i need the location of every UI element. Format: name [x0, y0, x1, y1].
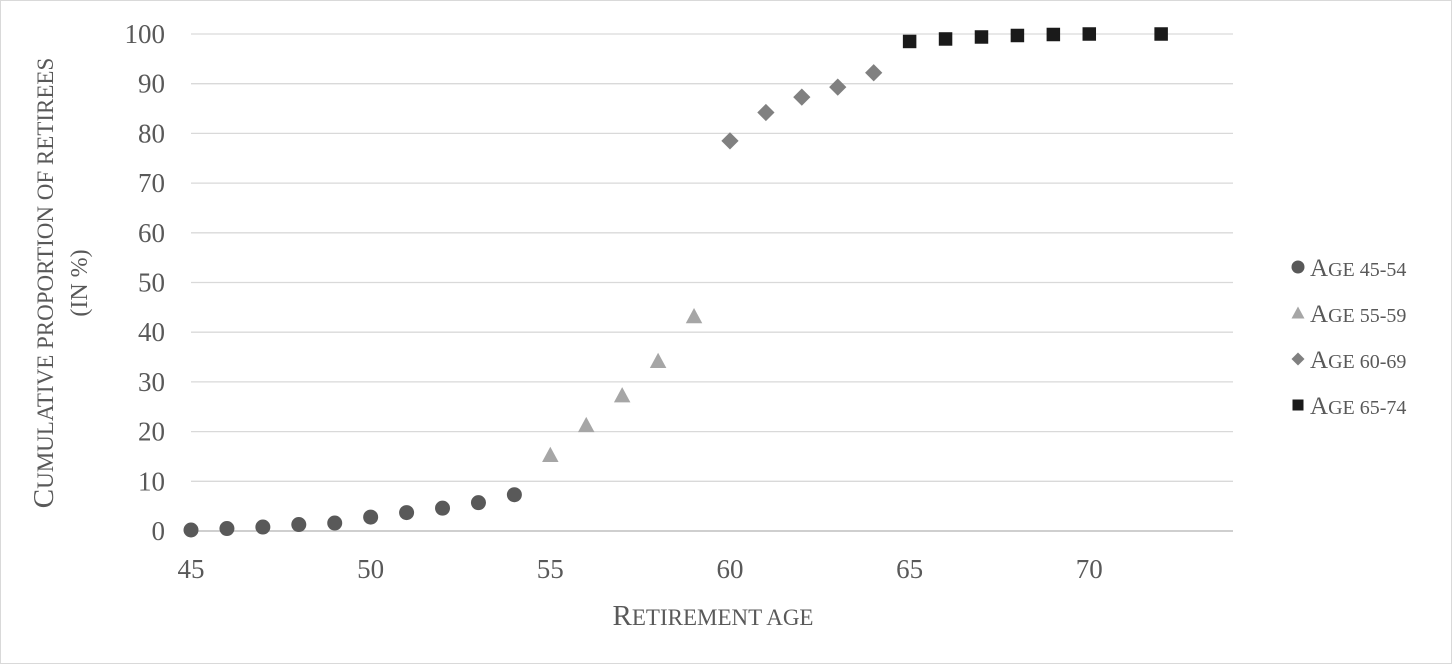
data-point-circle — [291, 517, 307, 533]
axes: 0 10 20 30 40 50 60 70 80 90 100 45 50 55 60 65 70 — [125, 19, 1233, 584]
legend-label-rest: GE 45-54 — [1328, 259, 1406, 281]
legend-diamond-icon — [1291, 352, 1305, 366]
y-tick-label: 10 — [138, 466, 165, 496]
legend-label-cap: A — [1310, 301, 1328, 328]
legend-label-rest: GE 60-69 — [1328, 351, 1406, 373]
x-tick-label: 70 — [1076, 554, 1103, 584]
legend-item: AGE 65-74 — [1292, 393, 1406, 420]
data-point-circle — [399, 505, 415, 521]
legend-item: AGE 55-59 — [1291, 301, 1406, 328]
legend-item: AGE 60-69 — [1291, 347, 1406, 374]
data-point-triangle — [542, 446, 559, 462]
legend-circle-icon — [1291, 260, 1305, 274]
legend-label: AGE 55-59 — [1310, 301, 1406, 328]
data-point-circle — [255, 519, 271, 535]
data-points — [183, 27, 1168, 538]
legend-label: AGE 60-69 — [1310, 347, 1406, 374]
y-tick-label: 80 — [138, 118, 165, 148]
legend-label: AGE 45-54 — [1310, 255, 1406, 282]
data-point-circle — [327, 515, 343, 531]
x-tick-label: 60 — [716, 554, 743, 584]
data-point-square — [1154, 27, 1168, 41]
legend-triangle-icon — [1291, 306, 1305, 319]
x-tick-label: 65 — [896, 554, 923, 584]
x-axis-title-cap: R — [613, 600, 633, 632]
data-point-diamond — [793, 88, 811, 106]
y-axis-title-cap: C — [28, 489, 60, 508]
legend-item: AGE 45-54 — [1291, 255, 1406, 282]
data-point-triangle — [685, 308, 703, 324]
data-point-square — [902, 34, 917, 49]
x-axis-title-rest: ETIREMENT AGE — [632, 605, 814, 630]
y-tick-label: 90 — [138, 69, 165, 99]
y-tick-label: 100 — [125, 19, 166, 49]
y-axis-title-rest: UMULATIVE PROPORTION OF RETIREES — [33, 58, 58, 489]
data-point-circle — [183, 522, 199, 538]
legend-label: AGE 65-74 — [1310, 393, 1406, 420]
x-tick-label: 55 — [537, 554, 564, 584]
legend-square-icon — [1292, 399, 1304, 411]
y-tick-label: 0 — [152, 516, 166, 546]
data-point-diamond — [829, 78, 847, 96]
data-point-square — [974, 30, 989, 44]
data-point-square — [938, 32, 953, 46]
data-point-square — [1082, 27, 1097, 41]
x-tick-label: 50 — [357, 554, 384, 584]
data-point-square — [1010, 28, 1025, 43]
y-tick-label: 60 — [138, 218, 165, 248]
data-point-triangle — [613, 387, 631, 403]
legend-label-rest: GE 65-74 — [1328, 397, 1406, 419]
data-point-diamond — [757, 103, 775, 122]
y-axis-title-line1: CUMULATIVE PROPORTION OF RETIREES — [28, 58, 60, 509]
data-point-diamond — [721, 132, 739, 150]
y-tick-label: 40 — [138, 317, 165, 347]
data-point-triangle — [577, 416, 595, 433]
x-tick-label: 45 — [178, 554, 205, 584]
x-axis-title: RETIREMENT AGE — [613, 600, 814, 632]
y-tick-label: 50 — [138, 268, 165, 298]
data-point-circle — [470, 495, 486, 511]
legend-label-cap: A — [1310, 393, 1328, 420]
data-point-diamond — [865, 64, 883, 82]
legend-label-rest: GE 55-59 — [1328, 305, 1406, 327]
legend-label-cap: A — [1310, 347, 1328, 374]
data-point-circle — [435, 500, 451, 516]
data-point-triangle — [649, 352, 667, 369]
y-tick-label: 70 — [138, 168, 165, 198]
legend-label-cap: A — [1310, 255, 1328, 282]
data-point-square — [1046, 27, 1061, 42]
data-point-circle — [363, 509, 379, 525]
gridlines — [191, 33, 1233, 482]
y-tick-label: 30 — [138, 367, 165, 397]
y-axis-title-line2: (IN %) — [67, 249, 93, 316]
data-point-circle — [219, 521, 235, 537]
data-point-circle — [506, 487, 522, 503]
y-tick-label: 20 — [138, 417, 165, 447]
